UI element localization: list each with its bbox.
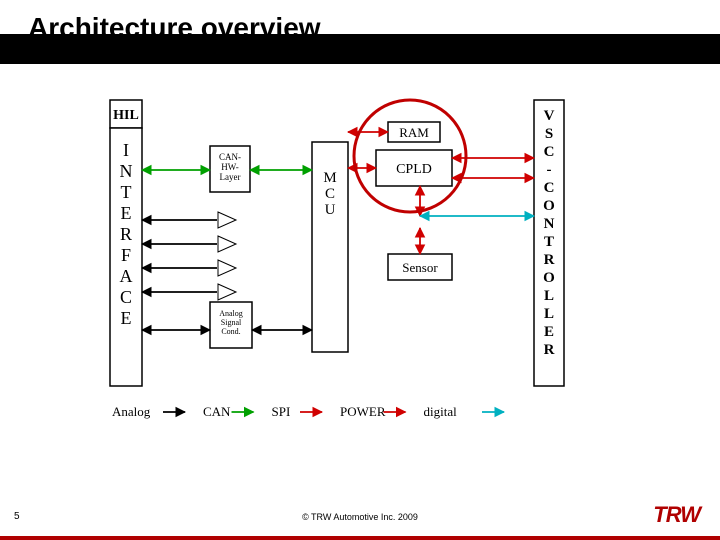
copyright: © TRW Automotive Inc. 2009 <box>302 512 418 522</box>
svg-text:L: L <box>544 306 554 322</box>
amp-icon <box>218 260 236 276</box>
svg-text:Cond.: Cond. <box>221 327 240 336</box>
footer: 5 © TRW Automotive Inc. 2009 TRW <box>0 500 720 540</box>
svg-text:I: I <box>123 140 129 160</box>
svg-text:C: C <box>544 144 555 160</box>
svg-text:L: L <box>544 288 554 304</box>
svg-text:T: T <box>121 182 132 202</box>
svg-text:A: A <box>120 266 133 286</box>
svg-text:CAN-: CAN- <box>219 152 241 162</box>
svg-text:Sensor: Sensor <box>402 260 438 275</box>
svg-text:Analog: Analog <box>219 309 243 318</box>
svg-text:-: - <box>547 162 552 178</box>
svg-text:C: C <box>544 180 555 196</box>
svg-text:F: F <box>121 245 131 265</box>
svg-text:Signal: Signal <box>221 318 242 327</box>
svg-text:U: U <box>325 202 336 218</box>
svg-text:CPLD: CPLD <box>396 162 432 177</box>
svg-text:C: C <box>325 186 335 202</box>
svg-text:O: O <box>543 198 555 214</box>
legend-label: POWER <box>340 404 386 419</box>
svg-text:R: R <box>120 224 132 244</box>
svg-text:E: E <box>544 324 554 340</box>
svg-text:E: E <box>121 308 132 328</box>
footer-accent-bar <box>0 536 720 540</box>
svg-text:M: M <box>323 170 336 186</box>
svg-text:N: N <box>120 161 133 181</box>
amp-icon <box>218 212 236 228</box>
amp-icon <box>218 284 236 300</box>
architecture-diagram: HILINTERFACECAN-HW-LayerAnalogSignalCond… <box>0 70 720 480</box>
amp-icon <box>218 236 236 252</box>
svg-text:O: O <box>543 270 555 286</box>
svg-text:HW-: HW- <box>221 162 239 172</box>
svg-text:R: R <box>544 252 555 268</box>
legend-label: digital <box>424 404 458 419</box>
svg-text:HIL: HIL <box>113 108 139 123</box>
svg-text:C: C <box>120 287 132 307</box>
svg-text:E: E <box>121 203 132 223</box>
svg-text:S: S <box>545 126 553 142</box>
page-number: 5 <box>14 511 20 522</box>
svg-text:R: R <box>544 342 555 358</box>
legend-label: CAN <box>203 404 231 419</box>
svg-text:T: T <box>544 234 554 250</box>
svg-text:V: V <box>544 108 555 124</box>
svg-text:RAM: RAM <box>399 125 429 140</box>
legend-label: SPI <box>272 404 291 419</box>
legend-label: Analog <box>112 404 151 419</box>
svg-text:N: N <box>544 216 555 232</box>
brand-logo: TRW <box>653 502 700 528</box>
svg-text:Layer: Layer <box>220 172 241 182</box>
header-stripe <box>0 34 720 64</box>
